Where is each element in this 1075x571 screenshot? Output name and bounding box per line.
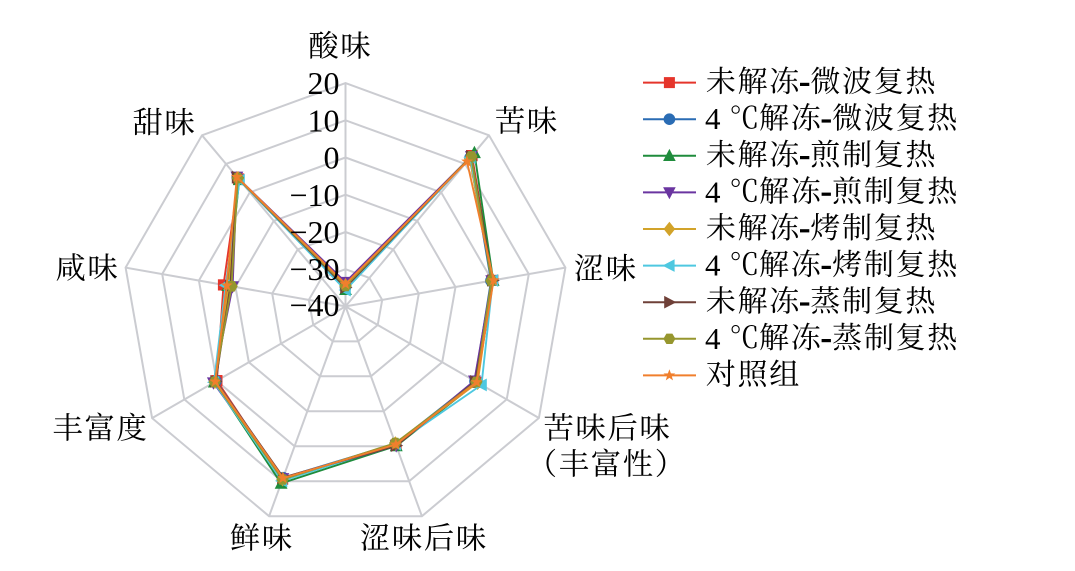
- svg-text:4: 4: [705, 101, 721, 136]
- svg-text:−10: −10: [289, 177, 339, 213]
- svg-text:4: 4: [705, 174, 721, 209]
- svg-text:4: 4: [705, 248, 721, 283]
- svg-text:4: 4: [705, 321, 721, 356]
- svg-text:−20: −20: [289, 214, 339, 250]
- svg-text:−40: −40: [289, 287, 339, 323]
- svg-text:0: 0: [324, 140, 340, 176]
- svg-text:−30: −30: [289, 251, 339, 287]
- svg-text:20: 20: [308, 65, 340, 101]
- svg-text:10: 10: [308, 102, 340, 138]
